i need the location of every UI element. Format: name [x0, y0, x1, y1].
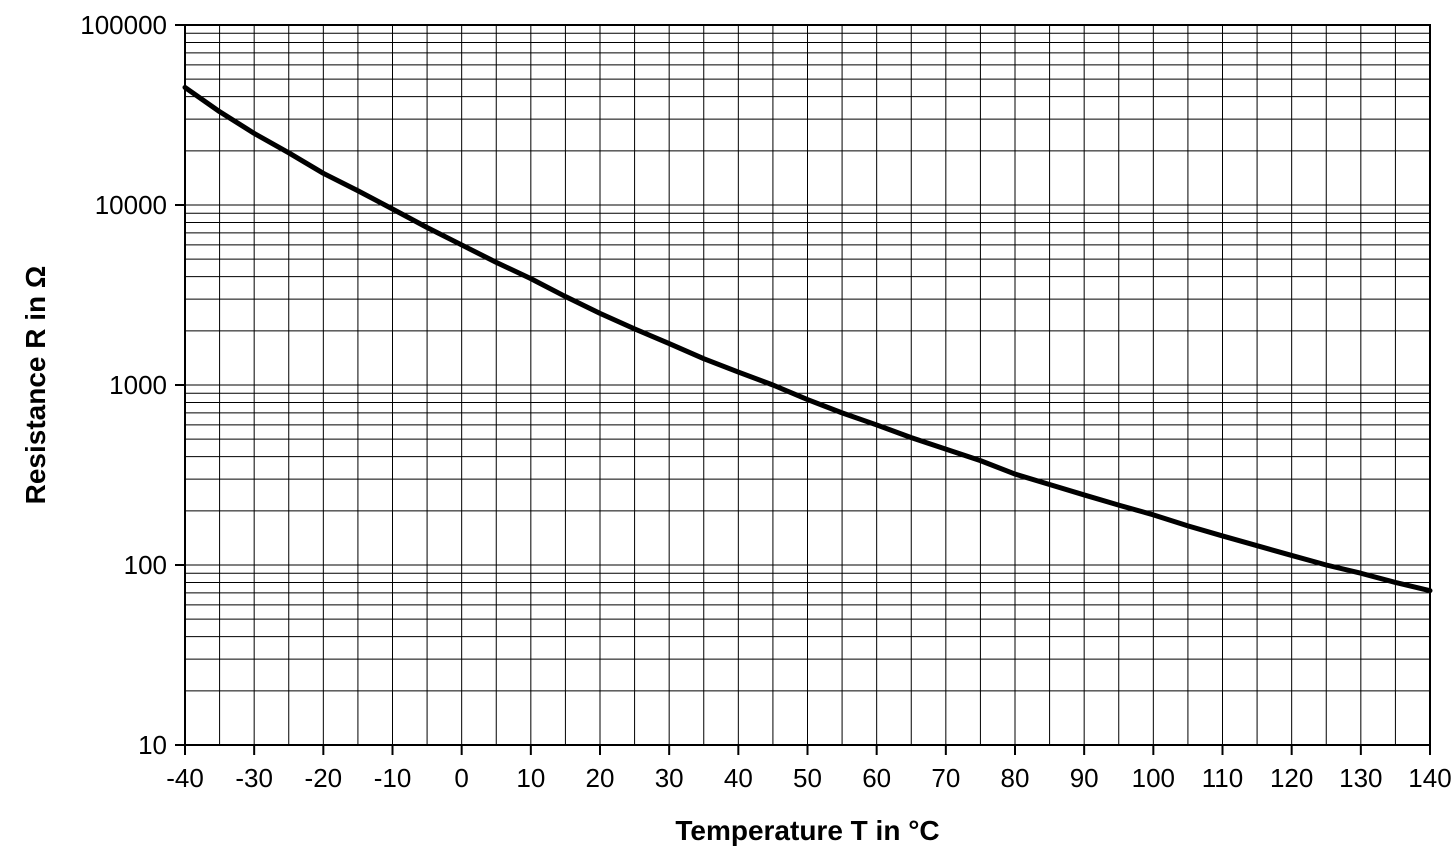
x-axis-label: Temperature T in °C: [675, 815, 939, 846]
y-tick-label: 100000: [80, 10, 167, 40]
x-tick-label: 40: [724, 763, 753, 793]
x-tick-label: -30: [235, 763, 273, 793]
y-tick-label: 1000: [109, 370, 167, 400]
x-tick-label: -20: [305, 763, 343, 793]
x-tick-label: 120: [1270, 763, 1313, 793]
x-tick-label: 90: [1070, 763, 1099, 793]
x-tick-label: 20: [586, 763, 615, 793]
x-tick-label: 80: [1001, 763, 1030, 793]
x-tick-label: 100: [1132, 763, 1175, 793]
x-tick-label: 60: [862, 763, 891, 793]
x-tick-label: 130: [1339, 763, 1382, 793]
ntc-chart: -40 -30 -20 -10 0 10 20 30 40 50 60 70 80 90 100 110 120…: [0, 0, 1454, 866]
x-tick-label: 140: [1408, 763, 1451, 793]
x-tick-label: 10: [516, 763, 545, 793]
x-tick-label: -10: [374, 763, 412, 793]
x-tick-label: 0: [454, 763, 468, 793]
x-tick-label: 50: [793, 763, 822, 793]
x-tick-label: 30: [655, 763, 684, 793]
x-tick-label: 70: [931, 763, 960, 793]
y-tick-label: 10000: [95, 190, 167, 220]
x-tick-label: 110: [1202, 763, 1243, 793]
y-axis-label: Resistance R in Ω: [20, 266, 51, 505]
y-tick-label: 100: [124, 550, 167, 580]
y-tick-label: 10: [138, 730, 167, 760]
chart-svg: -40 -30 -20 -10 0 10 20 30 40 50 60 70 80 90 100 110 120…: [0, 0, 1454, 866]
x-tick-label: -40: [166, 763, 204, 793]
